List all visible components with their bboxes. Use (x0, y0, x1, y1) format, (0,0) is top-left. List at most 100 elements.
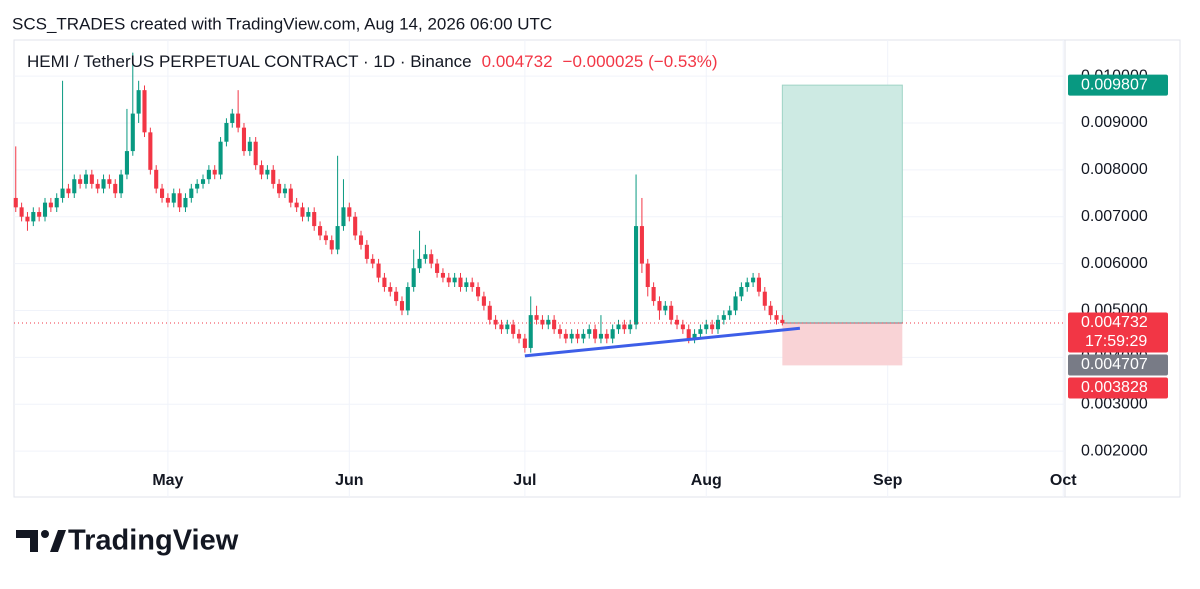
candle-body (546, 319, 551, 325)
candle-body (639, 226, 644, 264)
candle-body (768, 305, 773, 316)
candle-body (780, 319, 785, 324)
candle-body (206, 169, 211, 180)
y-tick-label: 0.008000 (1081, 161, 1148, 178)
candle-body (160, 188, 165, 198)
candle-body (721, 315, 726, 320)
price-label-box (1068, 377, 1168, 399)
candle-body (236, 113, 241, 128)
logo-mark (16, 530, 38, 552)
candle-body (177, 193, 182, 208)
candle-body (212, 169, 217, 175)
candle-body (119, 174, 124, 194)
candle-body (446, 277, 451, 283)
candle-body (534, 315, 539, 320)
candle-body (142, 90, 147, 133)
legend: HEMI / TetherUS PERPETUAL CONTRACT · 1D … (27, 52, 718, 71)
candle-body (107, 179, 112, 184)
candle-body (312, 212, 317, 227)
y-tick-label: 0.002000 (1081, 442, 1148, 459)
price-change: −0.000025 (−0.53%) (563, 52, 718, 71)
price-label: 0.009807 (1081, 76, 1148, 93)
price-label-box (1068, 74, 1168, 96)
candle-body (575, 333, 580, 339)
candle-body (774, 315, 779, 320)
y-tick-label: 0.006000 (1081, 255, 1148, 272)
candle-body (306, 212, 311, 217)
candle-body (751, 277, 756, 283)
candle-body (487, 305, 492, 320)
candle-body (353, 216, 358, 236)
candle-body (136, 90, 141, 114)
candle-body (388, 287, 393, 292)
candle-body (294, 202, 299, 208)
candle-body (505, 324, 510, 330)
last-price: 0.004732 (482, 52, 553, 71)
candle-body (756, 277, 761, 292)
candle-body (394, 291, 399, 302)
candle-body (715, 319, 721, 330)
candle-body (218, 141, 223, 175)
candle-body (733, 296, 738, 311)
candle-body (37, 212, 42, 217)
price-label: 0.004707 (1081, 356, 1148, 373)
candle-body (247, 141, 252, 152)
candle-body (101, 179, 106, 189)
candle-body (171, 193, 176, 203)
candle-body (189, 188, 194, 198)
candle-body (674, 319, 680, 325)
candle-body (300, 207, 305, 217)
candle-body (200, 179, 206, 184)
price-label: 0.003828 (1081, 379, 1148, 396)
candle-body (563, 333, 568, 339)
plot: 0.0020000.0030000.0040000.0050000.006000… (13, 40, 1148, 497)
candle-body (230, 113, 235, 123)
candle-body (271, 169, 276, 184)
candle-body (341, 207, 346, 227)
x-tick-label: Jun (335, 472, 363, 489)
candle-body (511, 324, 516, 334)
countdown: 17:59:29 (1085, 333, 1147, 350)
candle-body (241, 127, 247, 152)
candle-body (265, 169, 270, 175)
candle-body (710, 324, 715, 330)
candle-body (698, 329, 703, 334)
logo-dot (41, 530, 49, 538)
candle-body (124, 151, 129, 175)
candle-body (499, 324, 504, 330)
candle-body (165, 197, 170, 203)
candle-body (399, 301, 405, 311)
candle-body (651, 287, 656, 302)
brand: TradingView (68, 525, 239, 557)
candle-body (358, 235, 364, 245)
x-tick-label: May (152, 472, 183, 489)
candle-body (686, 329, 691, 339)
candle-body (417, 258, 422, 269)
candle-body (195, 183, 200, 189)
candle-body (452, 277, 457, 283)
candle-body (476, 287, 481, 297)
candle-body (645, 263, 650, 288)
price-label: 0.004732 (1081, 314, 1148, 331)
candle-body (727, 310, 732, 316)
candle-body (277, 183, 282, 194)
candle-body (148, 132, 153, 170)
candle-body (78, 179, 83, 184)
candle-body (183, 197, 188, 208)
candle-body (48, 202, 53, 208)
candle-body (95, 183, 100, 189)
candle-body (598, 333, 603, 339)
candle-body (60, 188, 65, 198)
price-label-box (1068, 354, 1168, 376)
x-tick-label: Oct (1050, 472, 1077, 489)
x-tick-label: Jul (513, 472, 536, 489)
profit-zone (781, 84, 903, 324)
candle-body (42, 202, 48, 217)
candle-body (593, 329, 598, 339)
logo: TradingView (16, 525, 239, 557)
candle-body (663, 305, 668, 311)
candle-body (113, 183, 118, 194)
y-tick-label: 0.009000 (1081, 114, 1148, 131)
candle-body (435, 263, 440, 273)
